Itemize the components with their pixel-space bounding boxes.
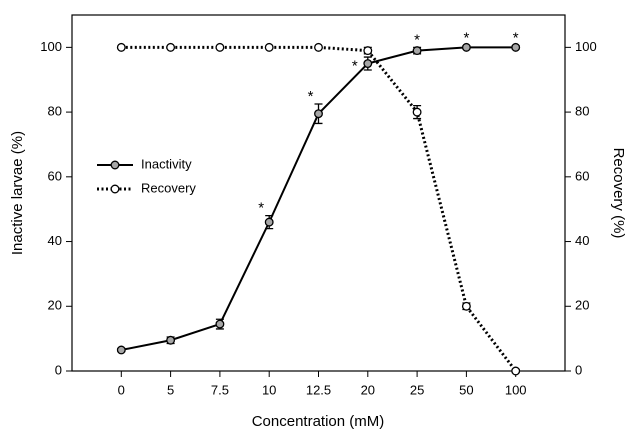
x-tick-label: 20 [361,382,375,397]
significance-marker: * [463,30,469,47]
significance-marker: * [308,88,314,105]
data-point [363,46,373,56]
legend-label: Recovery [141,180,196,195]
data-point [314,42,323,52]
x-tick-label: 100 [505,382,527,397]
series-line [121,46,516,351]
data-point [166,42,176,52]
legend-marker [110,184,120,194]
y2-tick-label: 60 [575,168,589,183]
x-tick-label: 12.5 [306,382,331,397]
data-point [264,42,274,52]
data-point [116,42,126,52]
y2-tick-label: 100 [575,39,597,54]
significance-marker: * [258,200,264,217]
x-tick-label: 7.5 [211,382,229,397]
legend-marker [110,160,120,170]
data-point [461,301,471,311]
y2-tick-label: 80 [575,104,589,119]
y-tick-label: 0 [55,362,62,377]
data-point [412,107,422,117]
y-tick-label: 60 [48,168,62,183]
x-tick-label: 5 [167,382,174,397]
y2-tick-label: 0 [575,362,582,377]
data-point [264,217,274,227]
data-point [215,42,225,52]
significance-marker: * [513,30,519,47]
x-tick-label: 50 [459,382,473,397]
x-tick-label: 25 [410,382,424,397]
data-point [116,345,126,355]
y2-tick-label: 20 [575,298,589,313]
significance-marker: * [414,31,420,48]
y-tick-label: 20 [48,298,62,313]
data-point [511,366,521,376]
data-point [461,42,471,52]
y2-tick-label: 40 [575,233,589,248]
data-point [511,42,521,52]
x-axis-label: Concentration (mM) [252,413,385,430]
legend-label: Inactivity [141,156,192,171]
data-point [363,59,373,68]
x-tick-label: 10 [262,382,276,397]
data-point [215,319,225,329]
data-point [412,46,422,56]
y-tick-label: 100 [40,39,62,54]
series-line [121,45,517,372]
significance-marker: * [352,58,358,75]
data-point [314,109,323,119]
y-tick-label: 40 [48,233,62,248]
y2-axis-label: Recovery (%) [610,148,626,239]
y-axis-label: Inactive larvae (%) [9,131,26,255]
data-point [166,335,176,345]
y-tick-label: 80 [48,104,62,119]
x-tick-label: 0 [118,382,125,397]
